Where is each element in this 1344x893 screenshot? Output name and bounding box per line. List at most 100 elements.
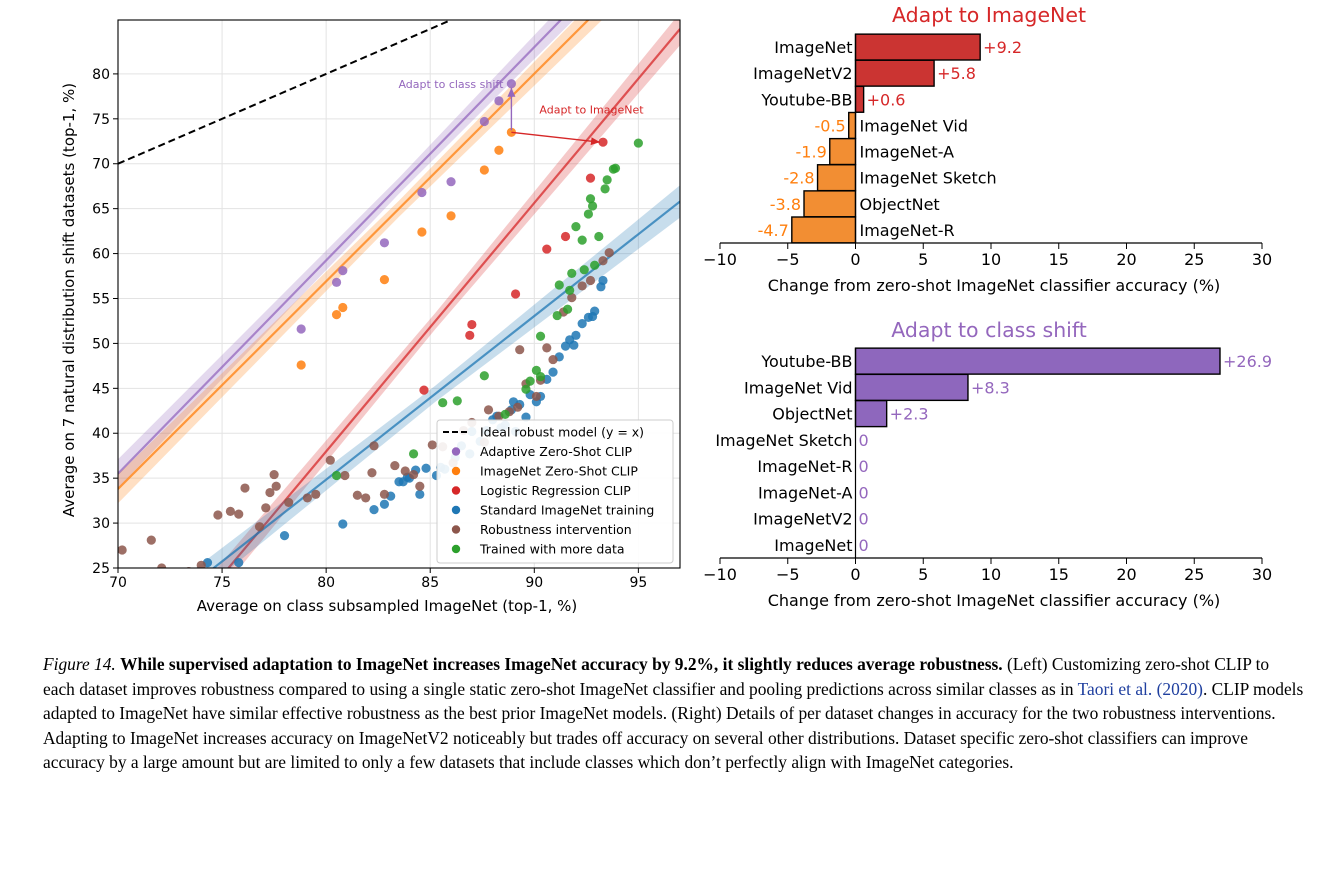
caption-text-2: . CLIP models adapted to ImageNet have s…	[43, 678, 1304, 773]
annotation-arrow	[511, 131, 601, 146]
data-point	[494, 145, 504, 155]
y-tick-label: 70	[92, 157, 110, 173]
x-tick-label: 25	[1184, 250, 1204, 269]
data-point	[379, 238, 390, 248]
data-point	[610, 163, 621, 173]
data-point	[340, 470, 350, 481]
legend-label: Trained with more data	[479, 542, 625, 557]
x-tick-label: 85	[421, 575, 439, 591]
y-axis-label: Average on 7 natural distribution shift …	[60, 83, 78, 517]
value-label: 0	[859, 457, 869, 476]
category-label: ImageNet-R	[757, 457, 852, 476]
data-point	[583, 209, 594, 219]
data-point	[571, 222, 581, 232]
bar	[854, 59, 935, 87]
axes-frame	[117, 19, 681, 569]
data-point	[598, 275, 608, 286]
data-point	[515, 345, 525, 355]
data-point	[438, 398, 448, 408]
value-label: +5.8	[937, 64, 976, 83]
x-tick-label: 95	[629, 575, 647, 591]
category-label: ImageNet-A	[758, 483, 853, 502]
data-point	[585, 194, 596, 204]
caption-bold: While supervised adaptation to ImageNet …	[120, 654, 1003, 674]
data-point	[265, 487, 275, 498]
data-point	[577, 319, 587, 329]
data-point	[261, 503, 271, 513]
bar	[854, 373, 969, 402]
y-tick-label: 35	[92, 471, 110, 487]
data-point	[465, 330, 475, 340]
value-label: -2.8	[783, 169, 814, 188]
y-tick-label: 45	[92, 381, 110, 397]
data-point	[452, 396, 462, 406]
x-tick-label: 80	[317, 575, 335, 591]
scatter-panel: Adapt to class shift Adapt to ImageNet 70 7…	[60, 19, 681, 615]
data-point	[446, 177, 456, 187]
x-tick-label: −5	[776, 250, 800, 269]
data-point	[467, 319, 477, 330]
data-point	[548, 354, 558, 365]
category-label: ImageNetV2	[753, 510, 852, 529]
data-point	[296, 324, 306, 334]
bar	[803, 190, 857, 218]
legend-marker-dot	[451, 525, 461, 534]
value-label: -4.7	[758, 221, 789, 240]
data-point	[408, 449, 419, 459]
x-tick-label: 70	[109, 575, 127, 591]
data-point	[338, 519, 348, 529]
legend-label: Standard ImageNet training	[480, 503, 654, 518]
data-point	[417, 227, 427, 237]
data-point	[284, 497, 294, 508]
data-point	[602, 175, 612, 185]
data-point	[590, 260, 600, 270]
bar	[791, 216, 857, 244]
data-point	[521, 412, 531, 422]
data-point	[254, 522, 265, 532]
x-axis-label: Change from zero-shot ImageNet classifie…	[768, 276, 1221, 295]
bar	[854, 33, 981, 61]
data-point	[331, 277, 342, 287]
data-point	[311, 489, 321, 499]
category-label: Youtube-BB	[760, 90, 852, 109]
value-label: -1.9	[796, 143, 827, 162]
y-tick-label: 75	[92, 112, 110, 128]
data-point	[604, 248, 614, 258]
data-point	[542, 343, 552, 353]
value-label: +2.3	[890, 405, 929, 424]
y-tick-label: 80	[92, 67, 110, 83]
caption-citation-link[interactable]: Taori et al. (2020)	[1077, 678, 1203, 699]
data-point	[234, 558, 244, 568]
category-label: ImageNet	[774, 536, 852, 555]
annotation-label: Adapt to class shift	[398, 78, 504, 91]
bar-chart-title: Adapt to ImageNet	[892, 3, 1086, 27]
data-point	[513, 402, 523, 412]
x-tick-label: 75	[213, 575, 231, 591]
data-point	[369, 505, 379, 515]
legend-marker-dot	[451, 466, 461, 476]
caption-label: Figure 14.	[43, 654, 116, 674]
data-point	[446, 211, 456, 221]
figure: Adapt to class shift Adapt to ImageNet 70 7…	[60, 3, 1272, 615]
data-point	[325, 455, 335, 465]
data-point	[479, 116, 489, 127]
data-point	[269, 469, 279, 480]
legend-label: Ideal robust model (y = x)	[480, 425, 644, 440]
y-tick-label: 65	[92, 202, 110, 218]
data-point	[542, 244, 552, 254]
data-point	[598, 137, 608, 147]
data-point	[567, 268, 577, 278]
value-label: 0	[859, 510, 869, 529]
x-tick-label: 10	[981, 250, 1001, 269]
data-point	[633, 138, 643, 148]
data-point	[554, 280, 564, 290]
data-point	[379, 489, 390, 499]
data-point	[367, 468, 377, 478]
fit-line	[118, 20, 590, 490]
data-point	[587, 201, 598, 211]
data-point	[565, 285, 575, 296]
y-tick-label: 55	[92, 291, 110, 307]
y-tick-label: 30	[92, 516, 110, 532]
data-point	[552, 310, 562, 321]
y-tick-label: 50	[92, 336, 110, 352]
